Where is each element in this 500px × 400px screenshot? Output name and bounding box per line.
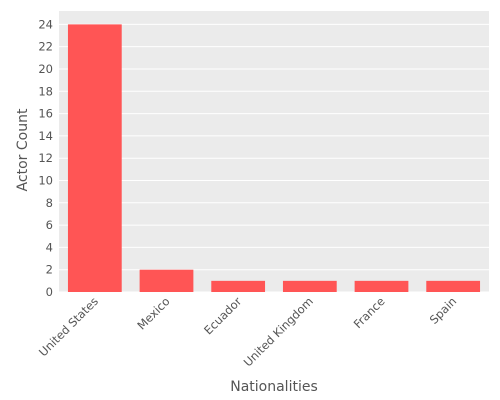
y-tick-label: 16: [38, 107, 53, 121]
y-tick-label: 12: [38, 151, 53, 165]
x-tick-label: Mexico: [134, 294, 172, 332]
y-tick-label: 6: [46, 218, 53, 232]
y-tick-label: 2: [46, 263, 53, 277]
x-tick-label: United States: [36, 294, 101, 359]
y-tick-label: 10: [38, 173, 53, 187]
y-tick-label: 8: [46, 196, 53, 210]
y-tick-label: 22: [38, 40, 53, 54]
x-tick-label: United Kingdom: [241, 294, 316, 369]
y-tick-label: 24: [38, 17, 53, 31]
grid-lines: [59, 23, 489, 293]
y-tick-label: 20: [38, 62, 53, 76]
x-tick-label: France: [351, 294, 388, 331]
bar: [211, 280, 266, 292]
y-tick-label: 0: [46, 285, 53, 299]
plot-background: [59, 11, 489, 292]
y-axis-label: Actor Count: [15, 108, 31, 191]
x-tick-label: Spain: [427, 294, 460, 327]
bar: [354, 280, 409, 292]
bar: [139, 269, 194, 292]
y-tick-label: 4: [46, 240, 53, 254]
bar: [67, 24, 122, 293]
y-tick-label: 14: [38, 129, 53, 143]
bar: [426, 280, 481, 292]
x-tick-label: Ecuador: [201, 294, 244, 337]
x-axis-label: Nationalities: [230, 379, 318, 395]
y-tick-label: 18: [38, 84, 53, 98]
bars: [67, 24, 481, 293]
bar: [282, 280, 337, 292]
